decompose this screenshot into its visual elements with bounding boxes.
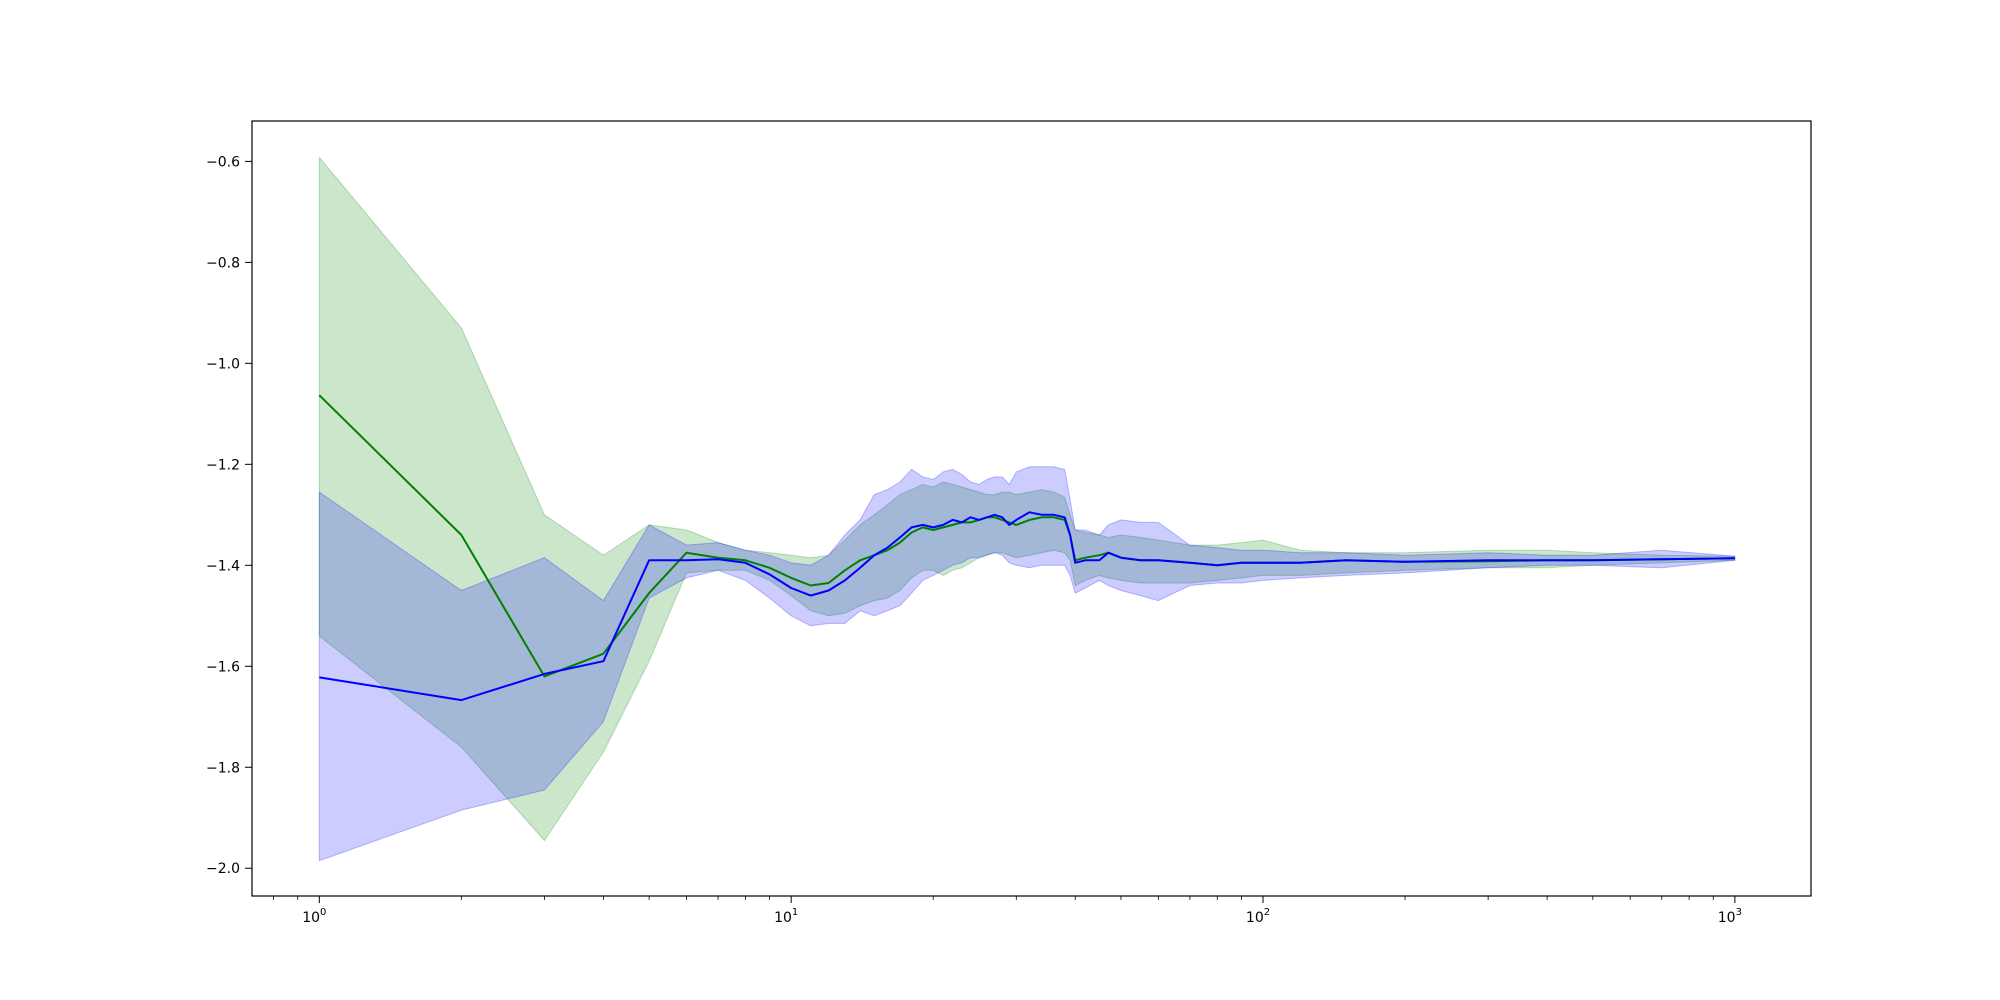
- plot-frame: [251, 120, 1812, 897]
- series-lines: [318, 394, 1735, 702]
- y-axis: −2.0 −1.8 −1.6 −1.4 −1.2 −1.0 −0.8 −0.6: [206, 154, 252, 877]
- y-tick-label: −1.6: [206, 659, 240, 675]
- x-axis: 100 101 102 103: [273, 896, 1742, 926]
- band-series-2: [318, 466, 1736, 862]
- y-tick-label: −1.8: [206, 760, 240, 776]
- x-tick-exponent: 0: [320, 907, 326, 918]
- y-tick-label: −0.8: [206, 255, 240, 271]
- x-tick-exponent: 1: [792, 907, 798, 918]
- y-tick-label: −1.2: [206, 457, 240, 473]
- y-tick-label: −1.4: [206, 558, 240, 574]
- x-tick-exponent: 2: [1264, 907, 1270, 918]
- y-tick-label: −2.0: [206, 861, 240, 877]
- confidence-bands: [318, 156, 1736, 862]
- band-series-1: [318, 156, 1736, 842]
- y-tick-label: −0.6: [206, 154, 240, 170]
- line-series-2: [319, 511, 1735, 702]
- y-tick-label: −1.0: [206, 356, 240, 372]
- x-tick-exponent: 3: [1736, 907, 1742, 918]
